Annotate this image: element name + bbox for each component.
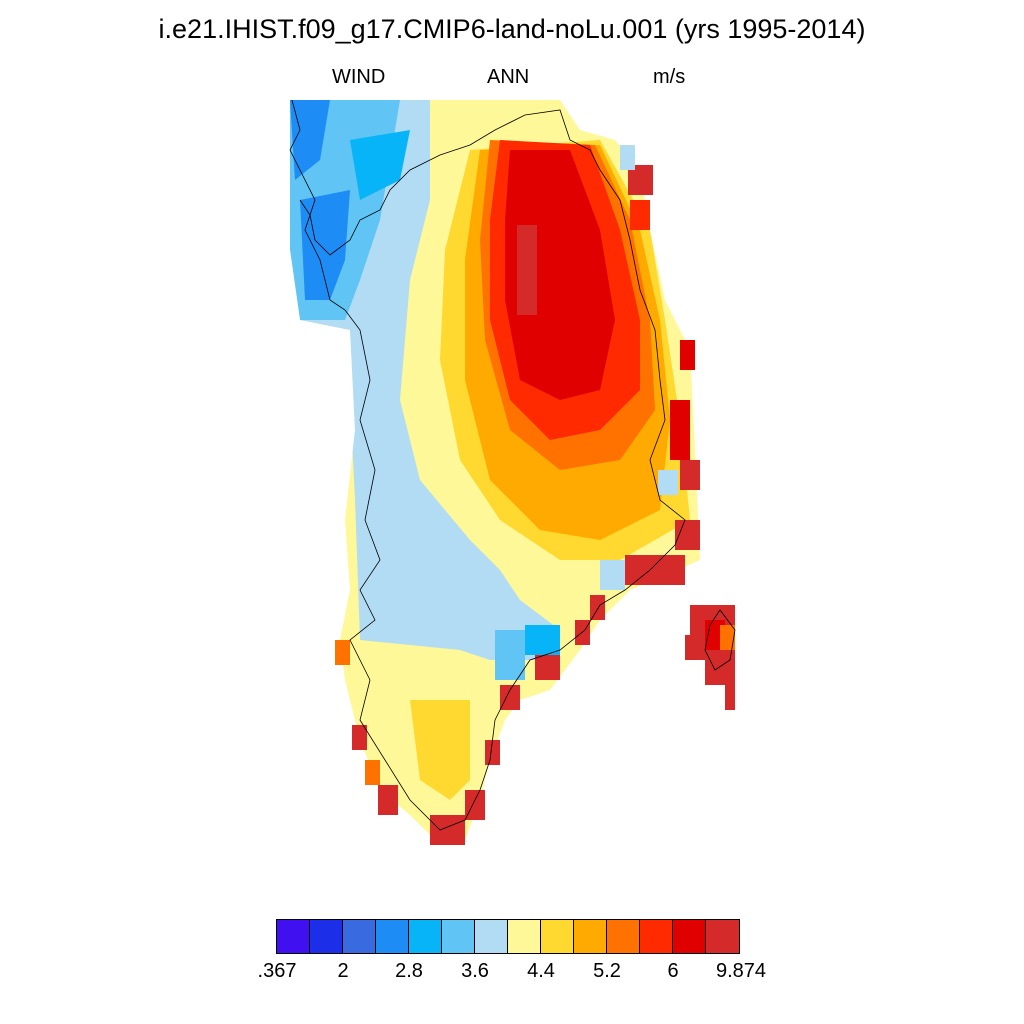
field-cell	[720, 625, 735, 650]
colorbar-swatch	[376, 920, 409, 953]
field-cell	[410, 700, 470, 800]
coastline	[704, 609, 736, 671]
colorbar-label: 5.2	[593, 960, 621, 982]
colorbar-label: 4.4	[527, 960, 555, 982]
variable-label: WIND	[332, 66, 386, 88]
colorbar-swatch	[310, 920, 343, 953]
field-cell	[680, 460, 700, 490]
season-label: ANN	[487, 66, 530, 88]
field-cell	[505, 150, 615, 400]
colorbar-swatch	[442, 920, 475, 953]
colorbar-swatch	[277, 920, 310, 953]
colorbar-swatch	[673, 920, 706, 953]
field-cell	[630, 200, 650, 230]
field-cell	[658, 470, 678, 495]
field-cell	[685, 635, 705, 660]
colorbar-swatch	[706, 920, 739, 953]
field-cell	[465, 790, 485, 820]
colorbar-swatch	[508, 920, 541, 953]
colorbar	[276, 919, 740, 954]
field-cell	[705, 660, 735, 685]
colorbar-label: 2.8	[395, 960, 423, 982]
field-cell	[352, 725, 367, 750]
field-cell	[495, 630, 525, 680]
field-cell	[430, 815, 465, 845]
field-cell	[535, 655, 560, 680]
field-cell	[600, 560, 625, 590]
colorbar-label: 2	[337, 960, 349, 982]
colorbar-swatch	[607, 920, 640, 953]
field-cell	[525, 625, 560, 655]
field-cell	[680, 340, 695, 370]
field-cell	[517, 225, 537, 315]
field-cell	[500, 685, 520, 710]
colorbar-label: 3.6	[461, 960, 489, 982]
colorbar-label: .367	[257, 960, 297, 982]
field-cell	[620, 145, 635, 170]
colorbar-swatch	[343, 920, 376, 953]
field-cell	[725, 685, 735, 710]
colorbar-label: 6	[667, 960, 679, 982]
colorbar-labels: .367 2 2.8 3.6 4.4 5.2 6 9.874	[0, 960, 1024, 990]
field-cell	[670, 400, 690, 460]
field-cell	[300, 190, 350, 300]
field-cell	[378, 785, 398, 815]
colorbar-swatch	[475, 920, 508, 953]
field-cell	[290, 100, 330, 180]
coastal-cells	[335, 145, 735, 845]
colorbar-swatch	[574, 920, 607, 953]
coastline	[289, 99, 686, 831]
field-cell	[625, 555, 685, 585]
field-cell	[365, 760, 380, 785]
colorbar-label: 9.874	[715, 960, 767, 982]
colorbar-swatch	[541, 920, 574, 953]
field-cell	[590, 595, 605, 620]
colorbar-swatch	[409, 920, 442, 953]
field-cell	[350, 130, 410, 200]
field-cell	[335, 640, 350, 665]
plot-title: i.e21.IHIST.f09_g17.CMIP6-land-noLu.001 …	[158, 14, 866, 44]
units-label: m/s	[653, 66, 686, 88]
field-cell	[485, 740, 500, 765]
colorbar-swatch	[640, 920, 673, 953]
